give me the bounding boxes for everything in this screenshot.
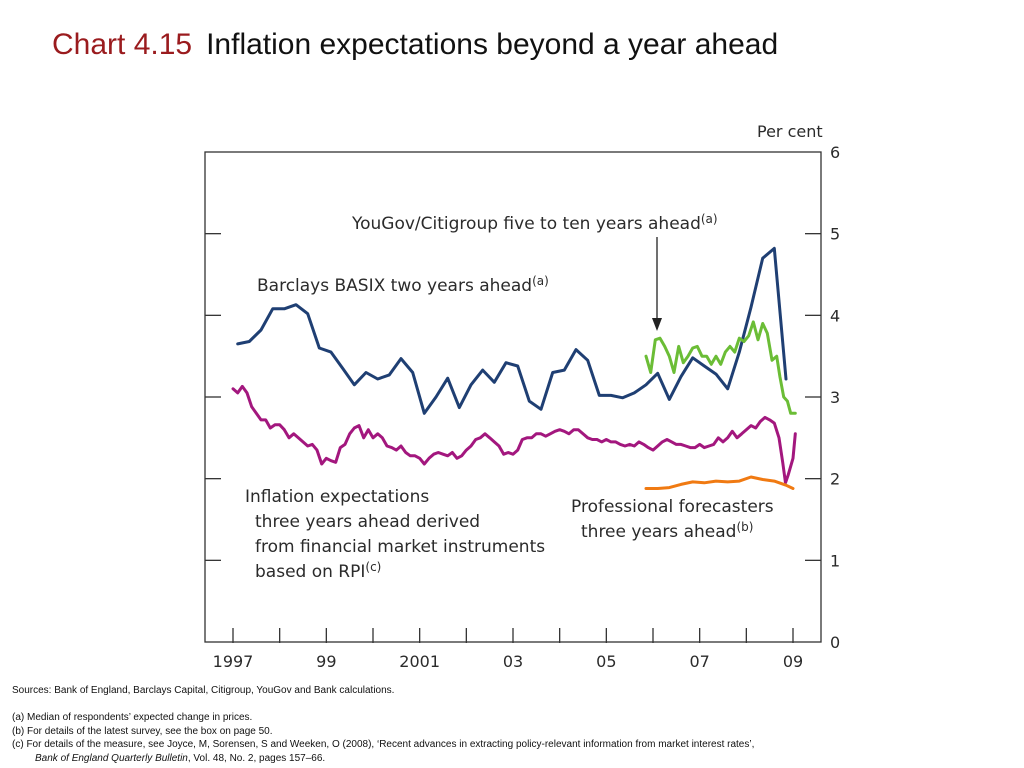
- footnote-c: (c) For details of the measure, see Joyc…: [12, 739, 755, 751]
- footnote-b: (b) For details of the latest survey, se…: [12, 725, 273, 737]
- series-line-0: [236, 246, 788, 415]
- series-line-1: [644, 320, 797, 415]
- y-tick-label: 1: [830, 551, 840, 570]
- y-tick-label: 0: [830, 633, 840, 652]
- y-tick-label: 3: [830, 388, 840, 407]
- y-tick-label: 4: [830, 306, 840, 325]
- chart-title: Inflation expectations beyond a year ahe…: [206, 28, 779, 61]
- x-tick-label: 07: [689, 652, 709, 671]
- x-tick-label: 09: [783, 652, 803, 671]
- x-tick-label: 99: [316, 652, 336, 671]
- annotation-market-instruments: Inflation expectations three years ahead…: [245, 487, 551, 582]
- annotation-barclays: Barclays BASIX two years ahead(a): [257, 274, 549, 296]
- annotation-arrow-head: [652, 318, 662, 331]
- series-layer: [231, 246, 797, 490]
- y-tick-label: 5: [830, 225, 840, 244]
- line-chart: 0 1 2 3 4 5 6 1997 99 2001 03 05 07 09 Per cent YouG…: [204, 122, 840, 671]
- annotation-yougov: YouGov/Citigroup five to ten years ahead…: [351, 212, 718, 234]
- series-line-3: [644, 475, 795, 490]
- sources-note: Sources: Bank of England, Barclays Capit…: [12, 685, 395, 696]
- y-tick-label: 2: [830, 470, 840, 489]
- journal-details: , Vol. 48, No. 2, pages 157–66.: [187, 753, 326, 765]
- annotation-professional-forecasters: Professional forecasters three years ahe…: [571, 497, 779, 542]
- chart-notes: Sources: Bank of England, Barclays Capit…: [12, 684, 1012, 766]
- chart-number: Chart 4.15: [52, 28, 193, 61]
- journal-title: Bank of England Quarterly Bulletin: [35, 753, 188, 765]
- x-tick-label: 1997: [213, 652, 254, 671]
- footnote-a: (a) Median of respondents’ expected chan…: [12, 711, 253, 723]
- x-axis-ticks: 1997 99 2001 03 05 07 09: [213, 628, 803, 671]
- x-tick-label: 03: [503, 652, 523, 671]
- footnote-c-reference: Bank of England Quarterly Bulletin, Vol.…: [12, 752, 1012, 766]
- x-tick-label: 2001: [399, 652, 440, 671]
- y-tick-label: 6: [830, 143, 840, 162]
- y-axis-ticks: 0 1 2 3 4 5 6: [205, 143, 840, 652]
- y-unit-label: Per cent: [757, 122, 823, 141]
- series-line-2: [231, 384, 797, 485]
- slide-title: Chart 4.15 Inflation expectations beyond …: [52, 28, 778, 62]
- x-tick-label: 05: [596, 652, 616, 671]
